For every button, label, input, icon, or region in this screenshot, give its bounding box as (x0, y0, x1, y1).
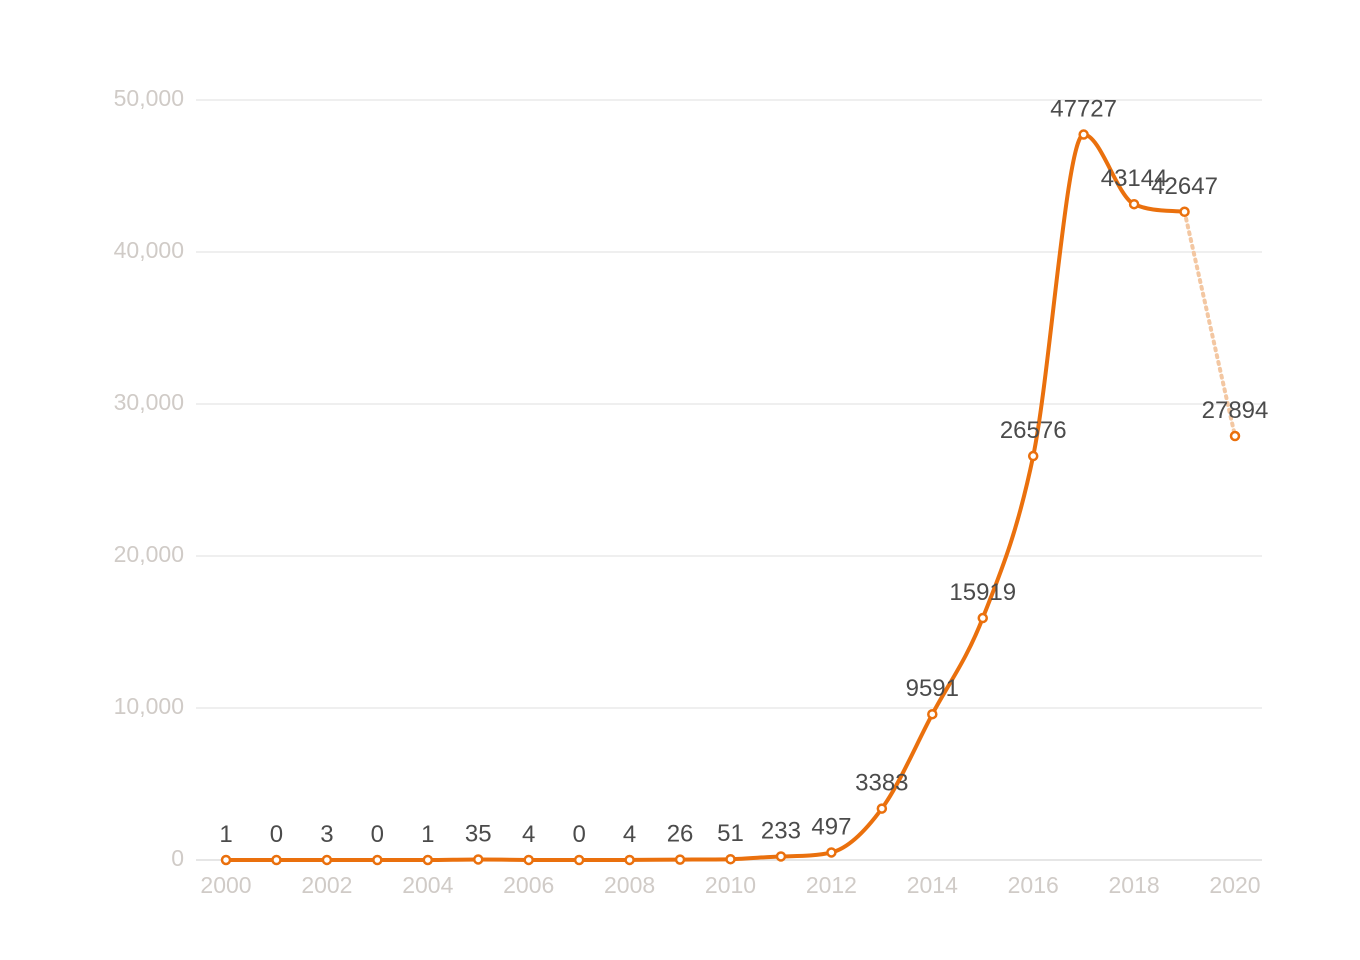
data-point (523, 854, 534, 866)
data-point (220, 854, 232, 866)
data-label: 233 (761, 817, 801, 844)
data-label: 1 (219, 821, 232, 848)
grid-layer (196, 99, 1262, 709)
data-label: 4 (522, 821, 535, 848)
data-point (372, 854, 383, 866)
data-label: 0 (371, 821, 384, 848)
x-tick-label: 2020 (1209, 872, 1260, 898)
y-tick-label: 10,000 (114, 693, 184, 719)
tick-labels: 0 10,000 20,000 30,000 40,000 50,000 2000 2002 2… (114, 85, 1261, 898)
data-label: 3383 (855, 770, 908, 797)
data-point (271, 854, 282, 866)
data-point (1027, 450, 1039, 462)
data-label: 26 (667, 821, 694, 848)
data-point (977, 612, 988, 624)
data-points (220, 129, 1241, 866)
y-tick-label: 40,000 (114, 237, 184, 263)
data-label: 43144 (1101, 165, 1168, 192)
data-point (422, 854, 434, 866)
data-label: 51 (717, 820, 744, 847)
data-point (876, 803, 888, 814)
x-tick-label: 2000 (200, 872, 251, 898)
data-label: 27894 (1202, 397, 1269, 424)
data-point (321, 854, 333, 866)
data-label: 0 (572, 821, 585, 848)
series-lines (224, 132, 1237, 862)
data-point (473, 854, 484, 865)
data-point (1179, 206, 1190, 218)
x-tick-label: 2016 (1008, 872, 1059, 898)
data-point (927, 708, 938, 720)
data-label: 3 (320, 821, 333, 848)
x-tick-label: 2014 (907, 872, 958, 898)
x-tick-label: 2010 (705, 872, 756, 898)
data-point (1128, 198, 1140, 210)
data-point (775, 851, 787, 862)
x-tick-label: 2012 (806, 872, 857, 898)
y-tick-label: 50,000 (114, 85, 184, 111)
data-label: 1 (421, 821, 434, 848)
series-line (224, 132, 1187, 862)
data-point (1078, 129, 1089, 140)
data-point (826, 847, 837, 858)
data-label: 47727 (1050, 96, 1117, 123)
x-tick-label: 2008 (604, 872, 655, 898)
data-label: 4 (623, 821, 636, 848)
data-point (725, 853, 736, 865)
x-tick-label: 2018 (1109, 872, 1160, 898)
y-tick-label: 0 (171, 845, 184, 871)
data-label: 497 (811, 813, 851, 840)
series-projection-line (1182, 209, 1237, 439)
y-tick-label: 20,000 (114, 541, 184, 567)
data-point (1229, 430, 1241, 442)
y-tick-label: 30,000 (114, 389, 184, 415)
data-label: 0 (270, 821, 283, 848)
data-point (624, 854, 635, 866)
x-tick-label: 2002 (301, 872, 352, 898)
data-point (573, 854, 585, 866)
data-label: 9591 (906, 675, 959, 702)
x-tick-label: 2004 (402, 872, 453, 898)
data-label: 42647 (1151, 173, 1218, 200)
data-label: 15919 (949, 579, 1016, 606)
data-label: 35 (465, 820, 492, 847)
data-label: 26576 (1000, 417, 1067, 444)
data-point (674, 854, 686, 865)
x-tick-label: 2006 (503, 872, 554, 898)
